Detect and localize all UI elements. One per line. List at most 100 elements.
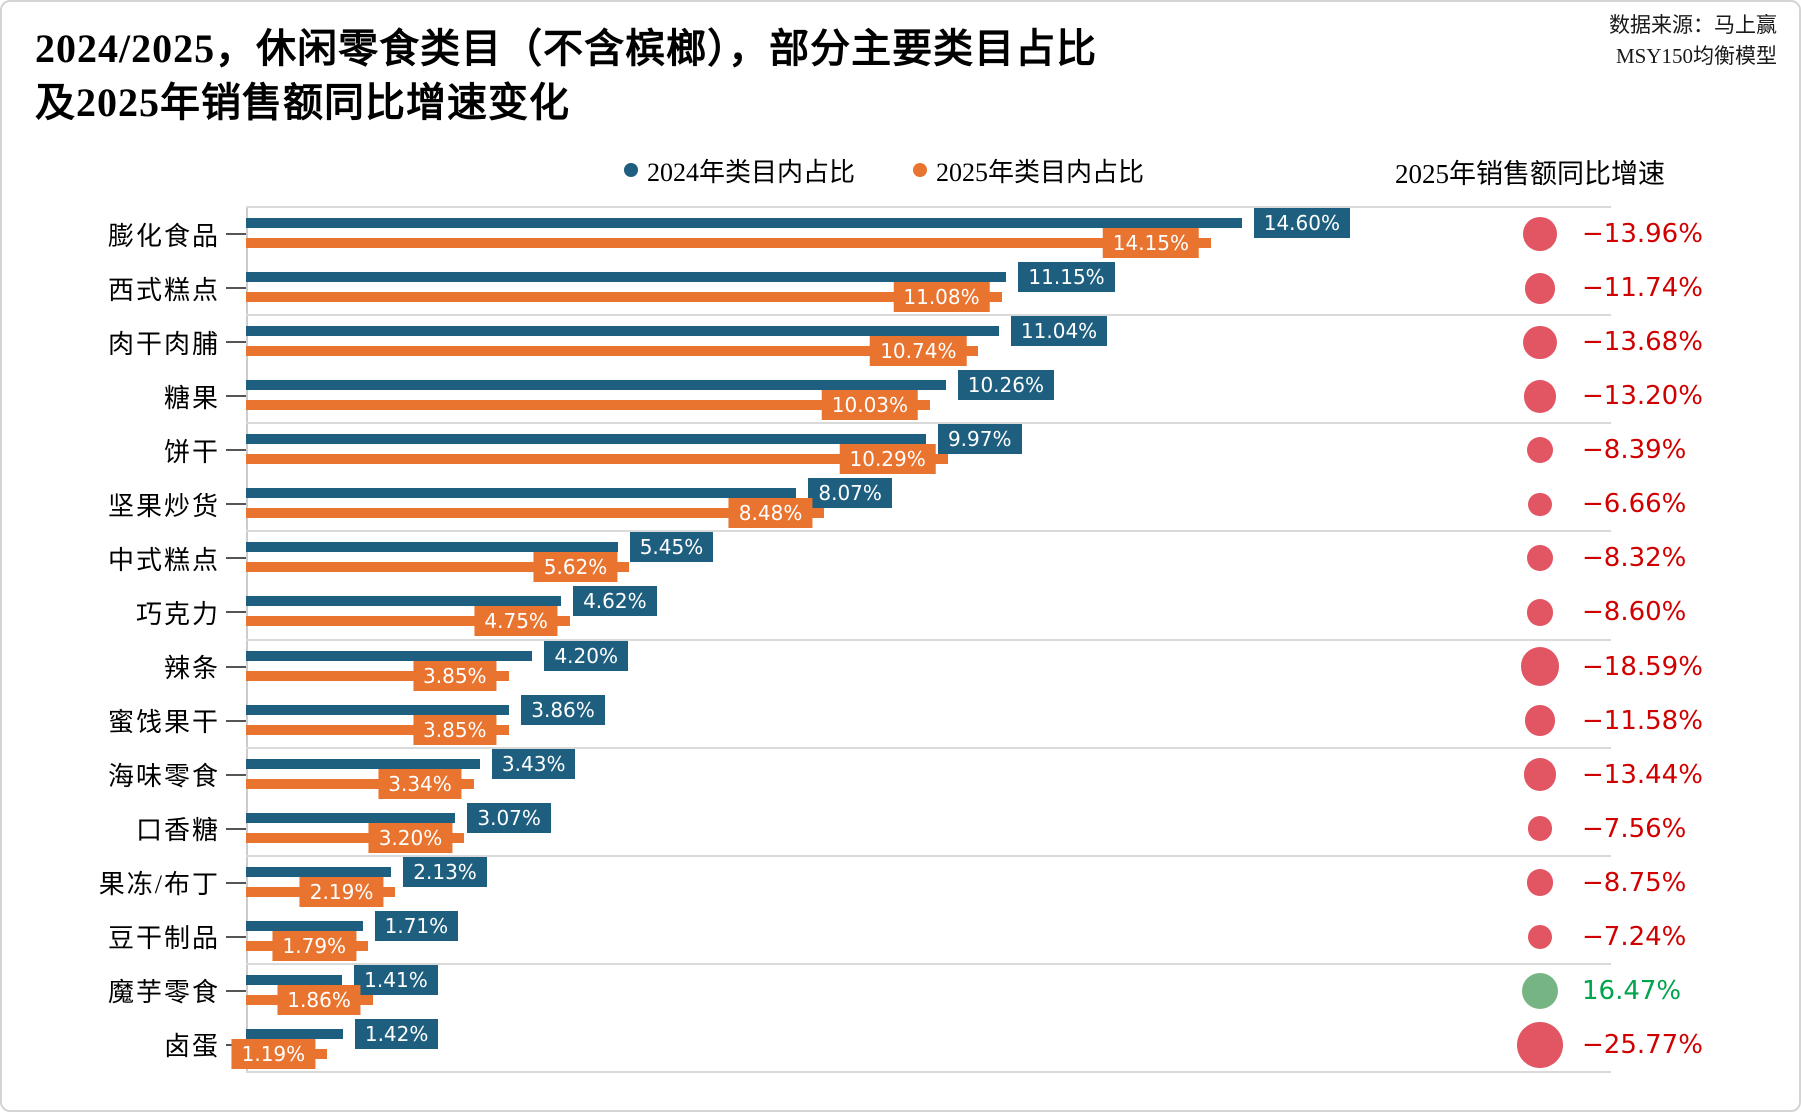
page-title: 2024/2025，休闲零食类目（不含槟榔），部分主要类目占比 及2025年销售… (35, 22, 1097, 130)
growth-column-header: 2025年销售额同比增速 (1395, 159, 1665, 189)
separator-line (246, 638, 1611, 641)
value-chip-2025: 5.62% (533, 552, 618, 583)
growth-value: −13.96% (1582, 219, 1703, 250)
bar-2024 (246, 272, 1007, 283)
growth-value: 16.47% (1582, 975, 1682, 1006)
axis-tick (226, 881, 246, 884)
category-label: 海味零食 (107, 762, 220, 792)
value-chip-2024: 2.13% (403, 856, 487, 887)
value-chip-2025: 3.85% (413, 714, 497, 745)
bar-2024 (246, 812, 456, 823)
separator-line (246, 530, 1611, 533)
legend-dot-2024-icon (624, 163, 638, 177)
bar-2025 (246, 508, 825, 519)
separator-line (246, 206, 1611, 208)
value-chip-2025: 14.15% (1102, 228, 1200, 258)
value-chip-2025: 3.85% (413, 660, 497, 691)
growth-value: −6.66% (1582, 489, 1687, 520)
growth-value: −8.75% (1582, 867, 1687, 898)
value-chip-2025: 11.08% (893, 282, 990, 313)
growth-value: −8.32% (1582, 543, 1687, 574)
growth-value: −11.74% (1582, 273, 1703, 304)
category-row: 肉干肉脯 11.04% 10.74% −13.68% (2, 315, 1799, 369)
bar-2025 (246, 346, 979, 357)
category-label: 魔芋零食 (107, 978, 220, 1008)
growth-bubble (1523, 379, 1557, 413)
value-chip-2025: 10.74% (870, 336, 967, 367)
bar-2025 (246, 670, 509, 681)
category-label: 卤蛋 (163, 1032, 220, 1062)
value-chip-2025: 3.34% (378, 768, 462, 799)
growth-bubble (1527, 924, 1553, 949)
bar-2025 (246, 238, 1212, 248)
bar-2024 (246, 758, 480, 769)
category-row: 卤蛋 1.42% 1.19% −25.77% (2, 1018, 1799, 1072)
value-chip-2025: 4.75% (474, 606, 558, 637)
axis-tick (226, 611, 246, 614)
axis-tick (226, 503, 246, 506)
growth-value: −13.20% (1582, 381, 1703, 412)
growth-bubble (1523, 758, 1557, 792)
growth-value: −8.60% (1582, 597, 1687, 628)
bar-2024 (246, 596, 562, 607)
growth-bubble (1523, 217, 1557, 251)
growth-bubble (1524, 272, 1556, 304)
category-label: 饼干 (163, 437, 220, 467)
value-chip-2025: 1.86% (277, 984, 361, 1015)
value-chip-2025: 10.03% (821, 390, 919, 421)
category-label: 豆干制品 (107, 924, 220, 954)
bar-2024 (246, 1028, 343, 1039)
category-label: 肉干肉脯 (107, 329, 220, 359)
growth-bubble (1521, 972, 1559, 1010)
growth-bubble (1528, 492, 1552, 516)
axis-tick (226, 395, 246, 398)
category-label: 果冻/布丁 (98, 870, 220, 900)
category-label: 辣条 (163, 654, 220, 684)
growth-bubble (1517, 1022, 1563, 1068)
category-row: 膨化食品 14.60% 14.15% −13.96% (2, 207, 1799, 261)
value-chip-2025: 10.29% (839, 444, 936, 475)
axis-tick (226, 989, 246, 992)
source-line2: MSY150均衡模型 (1615, 44, 1777, 68)
category-row: 巧克力 4.62% 4.75% −8.60% (2, 585, 1799, 639)
separator-line (246, 314, 1611, 317)
category-row: 魔芋零食 1.41% 1.86% 16.47% (2, 964, 1799, 1018)
bar-2024 (246, 542, 618, 553)
category-label: 膨化食品 (107, 221, 220, 251)
bar-2025 (246, 400, 931, 411)
bar-2024 (246, 434, 926, 445)
legend-item-2024: 2024年类目内占比 (624, 152, 855, 189)
value-chip-2024: 11.04% (1010, 316, 1108, 347)
source-line1: 数据来源：马上赢 (1609, 13, 1777, 37)
value-chip-2024: 3.07% (467, 802, 551, 833)
category-row: 中式糕点 5.45% 5.62% −8.32% (2, 531, 1799, 585)
axis-tick (226, 557, 246, 560)
growth-bubble (1520, 647, 1560, 686)
value-chip-2024: 1.71% (374, 910, 459, 941)
legend-dot-2025-icon (913, 163, 928, 177)
growth-value: −18.59% (1582, 651, 1703, 682)
bar-2024 (246, 218, 1242, 228)
bar-2024 (246, 974, 343, 985)
value-chip-2025: 8.48% (728, 498, 813, 529)
page-title-line1: 2024/2025，休闲零食类目（不含槟榔），部分主要类目占比 (35, 26, 1098, 71)
axis-tick (226, 233, 246, 236)
bar-2024 (246, 920, 363, 931)
value-chip-2024: 11.15% (1018, 262, 1115, 293)
category-label: 口香糖 (135, 816, 220, 846)
value-chip-2024: 4.62% (573, 586, 657, 617)
value-chip-2024: 3.43% (491, 748, 576, 779)
category-label: 坚果炒货 (107, 491, 220, 521)
category-label: 西式糕点 (107, 275, 220, 305)
value-chip-2025: 1.19% (231, 1038, 316, 1069)
axis-tick (226, 827, 246, 830)
axis-tick (226, 773, 246, 776)
growth-value: −13.68% (1582, 327, 1703, 358)
bar-2024 (246, 704, 510, 715)
growth-value: −13.44% (1582, 759, 1703, 790)
page-title-line2: 及2025年销售额同比增速变化 (35, 80, 570, 125)
value-chip-2024: 9.97% (937, 424, 1022, 455)
bar-2024 (246, 866, 392, 877)
bar-2025 (246, 832, 465, 843)
